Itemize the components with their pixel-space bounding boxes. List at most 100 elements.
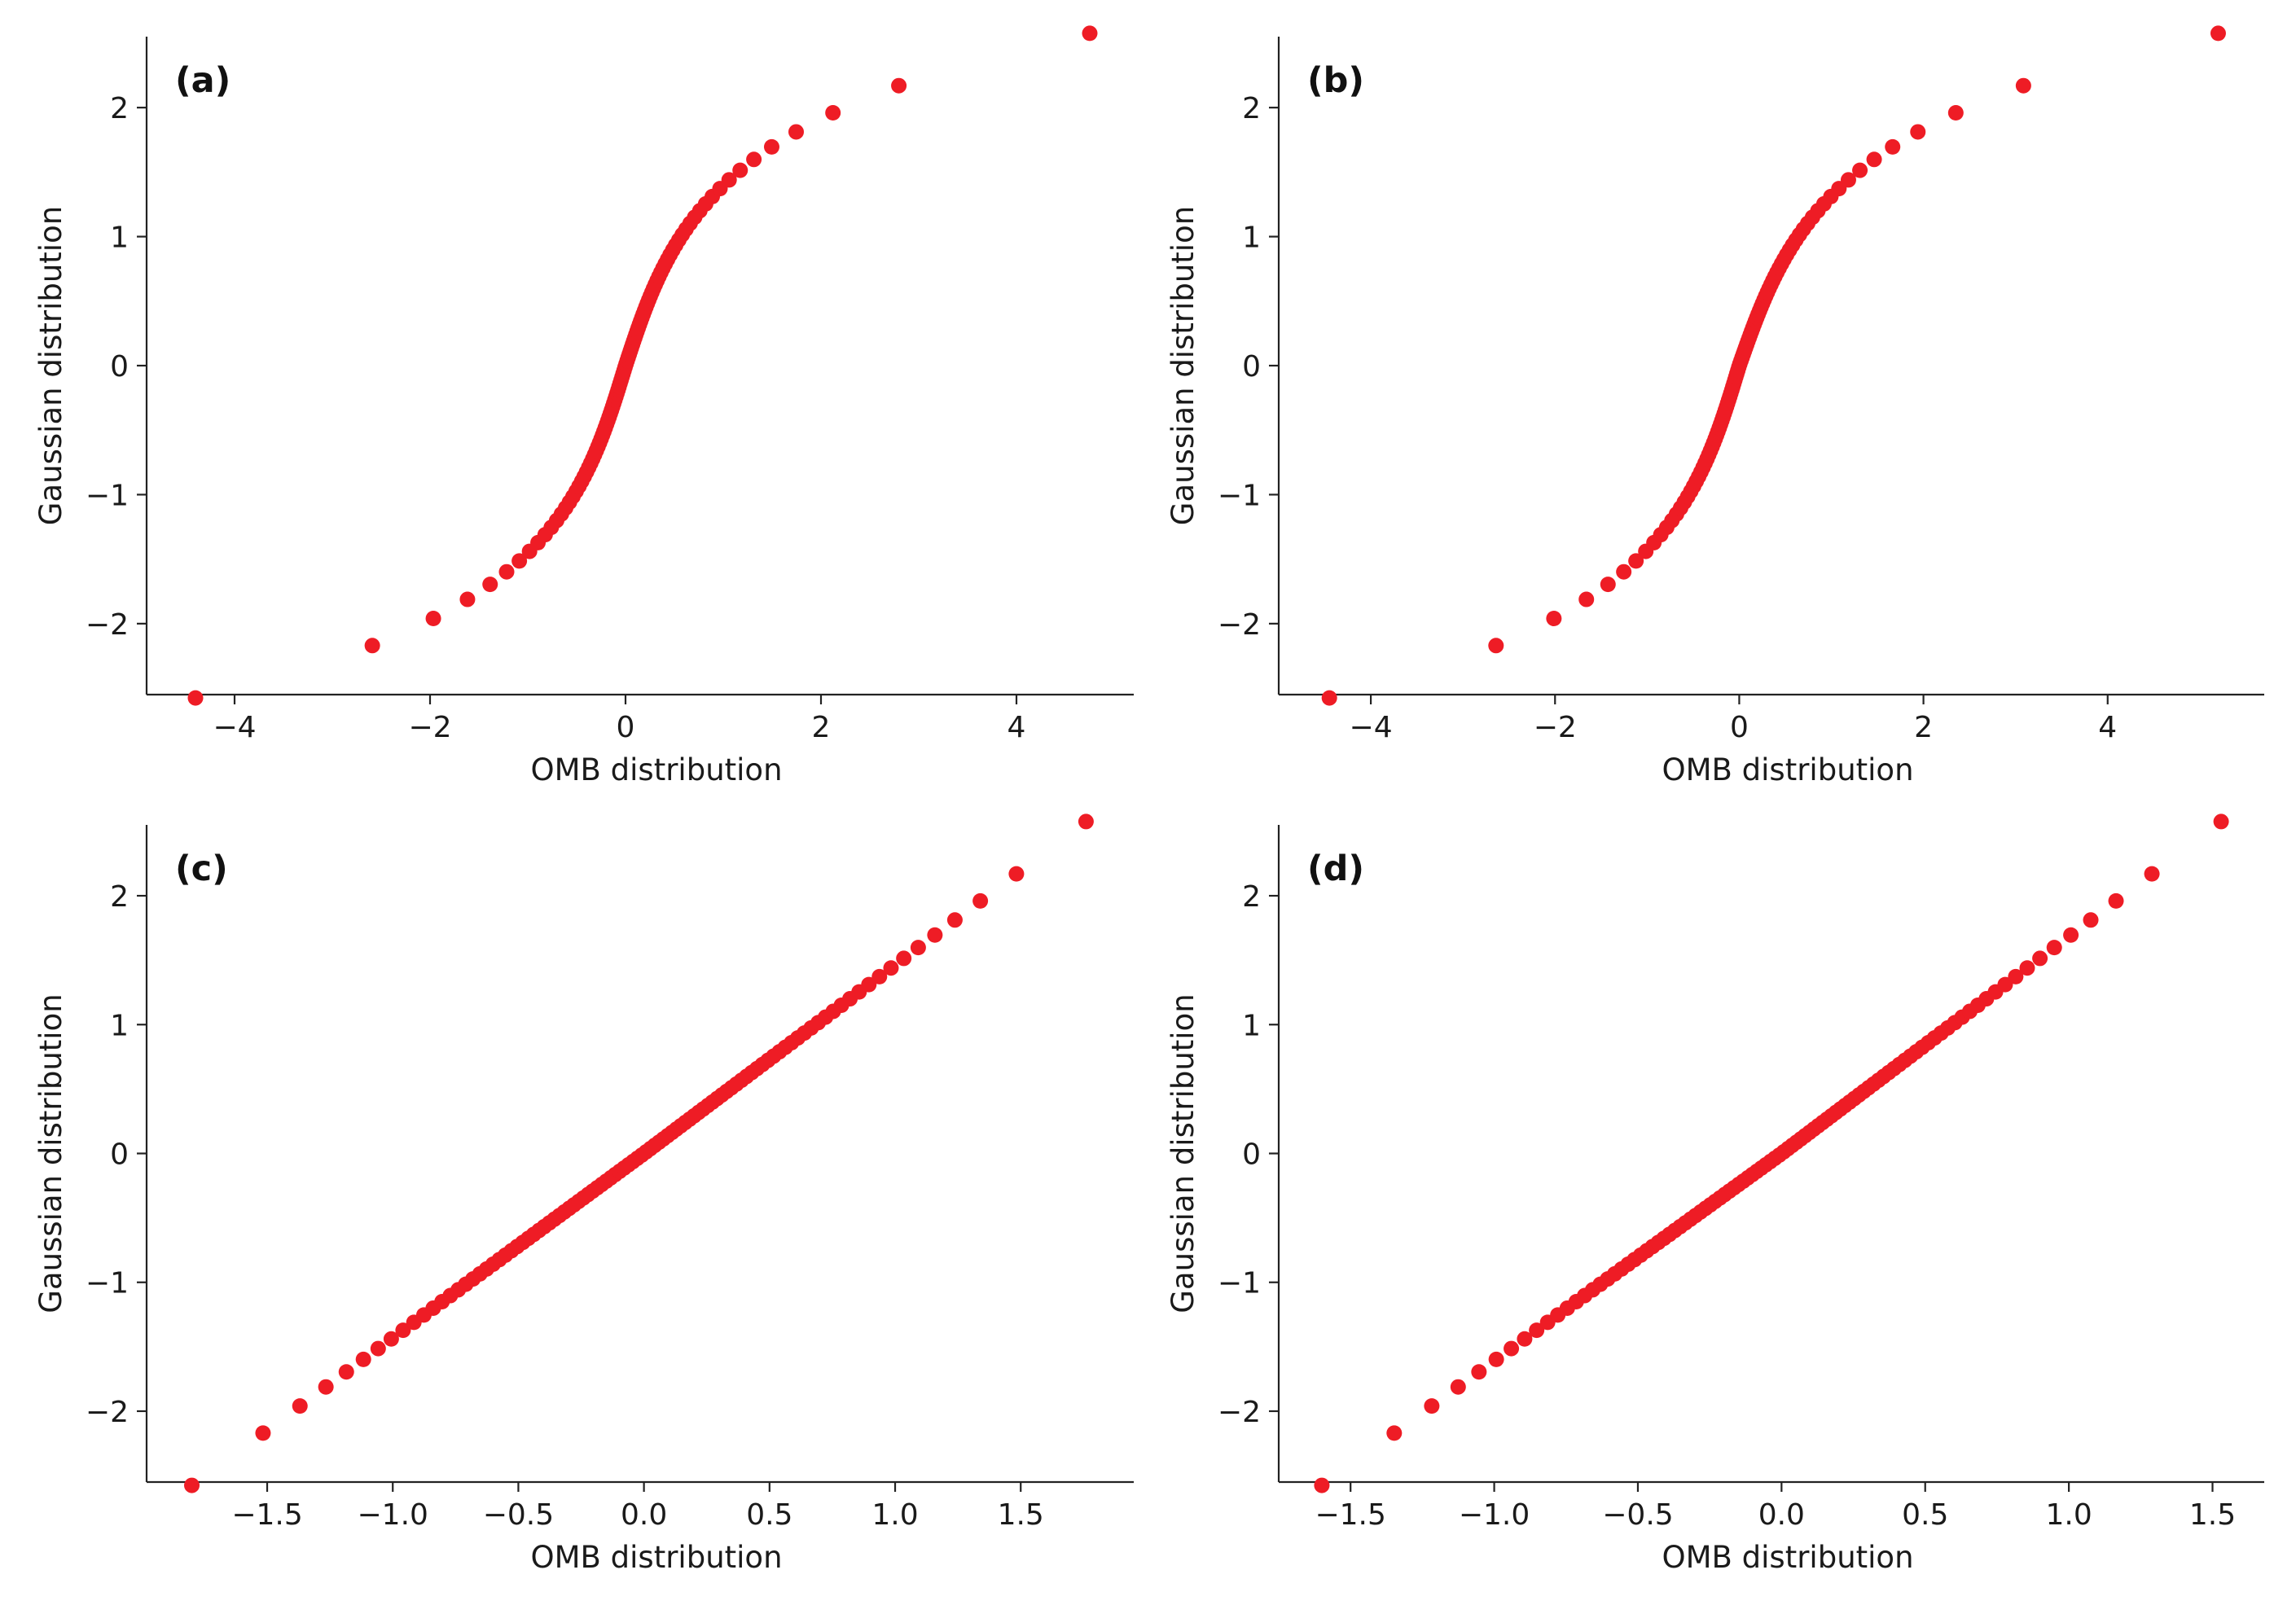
- panel-a: −4 −2 0 2 4 −2 −1 0 1 2 OMB distribution Gaussian d…: [33, 25, 1134, 787]
- data-point: [459, 591, 476, 607]
- x-tick-label: 0.0: [621, 1498, 667, 1532]
- data-point: [1424, 1398, 1440, 1414]
- y-tick-label: −2: [86, 608, 129, 642]
- y-tick-label: 1: [1242, 221, 1261, 255]
- data-point: [498, 564, 515, 580]
- panel-label: (c): [175, 849, 228, 889]
- data-point: [1314, 1477, 1330, 1493]
- x-tick-label: 0: [1730, 711, 1749, 744]
- x-tick-label: −4: [1350, 711, 1393, 744]
- data-point: [2083, 912, 2099, 928]
- x-tick-label: 1.0: [871, 1498, 918, 1532]
- data-point: [2108, 892, 2124, 909]
- data-point: [946, 912, 963, 928]
- y-axis-label: Gaussian distribution: [33, 206, 68, 525]
- y-tick-label: −2: [86, 1396, 129, 1429]
- data-point: [318, 1379, 334, 1395]
- y-tick-label: 2: [110, 880, 129, 914]
- data-point: [1386, 1425, 1403, 1441]
- data-point: [1616, 564, 1632, 580]
- x-axis-label: OMB distribution: [1662, 1540, 1913, 1575]
- y-tick-label: 2: [110, 92, 129, 125]
- data-point: [1578, 591, 1595, 607]
- data-point: [1529, 1322, 1545, 1339]
- panel-label: (b): [1307, 60, 1364, 101]
- data-point: [383, 1331, 399, 1347]
- data-point: [732, 162, 749, 178]
- data-point: [2032, 950, 2048, 967]
- y-tick-label: 1: [110, 1009, 129, 1042]
- y-tick-label: −2: [1218, 608, 1261, 642]
- x-tick-label: 1.5: [998, 1498, 1044, 1532]
- data-point: [1947, 104, 1964, 121]
- data-point: [2046, 940, 2062, 956]
- data-point: [425, 611, 441, 627]
- y-axis-label: Gaussian distribution: [1166, 993, 1201, 1313]
- data-point: [1997, 976, 2013, 993]
- data-point: [1852, 162, 1868, 178]
- x-tick-label: −1.5: [231, 1498, 302, 1532]
- panel-label: (d): [1307, 849, 1364, 889]
- data-point: [972, 892, 989, 909]
- x-tick-label: 4: [1008, 711, 1026, 744]
- data-point: [746, 151, 762, 168]
- data-point: [763, 138, 779, 155]
- y-tick-label: 2: [1242, 880, 1261, 914]
- data-point: [1321, 690, 1337, 706]
- data-point: [2210, 25, 2226, 42]
- data-point: [871, 968, 888, 984]
- x-tick-label: 1.5: [2189, 1498, 2236, 1532]
- x-tick-label: 2: [812, 711, 831, 744]
- x-tick-label: 0: [617, 711, 635, 744]
- x-tick-label: −2: [408, 711, 451, 744]
- x-tick-label: −1.0: [1459, 1498, 1530, 1532]
- data-point: [338, 1364, 354, 1380]
- data-point: [1517, 1331, 1533, 1347]
- y-axis-label: Gaussian distribution: [1166, 206, 1201, 525]
- x-tick-label: 1.0: [2045, 1498, 2092, 1532]
- data-point: [1008, 866, 1025, 882]
- data-point: [370, 1340, 386, 1357]
- y-tick-label: 0: [1242, 350, 1261, 384]
- y-tick-label: −1: [86, 479, 129, 512]
- data-point: [1504, 1340, 1520, 1357]
- y-tick-label: 2: [1242, 92, 1261, 125]
- data-point: [2019, 960, 2035, 976]
- data-point: [910, 940, 926, 956]
- x-tick-label: −2: [1534, 711, 1577, 744]
- data-point: [1885, 138, 1901, 155]
- data-point: [1450, 1379, 1466, 1395]
- panel-label: (a): [175, 60, 230, 101]
- x-tick-label: 0.5: [746, 1498, 792, 1532]
- data-point: [2213, 813, 2229, 830]
- x-tick-label: 2: [1914, 711, 1933, 744]
- x-tick-label: −1.5: [1315, 1498, 1385, 1532]
- data-point: [184, 1477, 200, 1493]
- data-point: [1488, 1351, 1504, 1367]
- x-tick-label: −1.0: [358, 1498, 428, 1532]
- y-tick-label: −1: [86, 1267, 129, 1300]
- data-point: [255, 1425, 271, 1441]
- x-tick-label: −0.5: [1602, 1498, 1673, 1532]
- y-tick-label: 1: [1242, 1009, 1261, 1042]
- data-point: [1600, 577, 1616, 593]
- data-point: [1866, 151, 1882, 168]
- x-tick-label: 0.0: [1758, 1498, 1805, 1532]
- x-axis-label: OMB distribution: [530, 1540, 782, 1575]
- x-axis-label: OMB distribution: [1662, 752, 1913, 787]
- data-point: [187, 690, 204, 706]
- x-axis-label: OMB distribution: [530, 752, 782, 787]
- data-point: [355, 1351, 371, 1367]
- data-point: [2008, 968, 2024, 984]
- y-axis-label: Gaussian distribution: [33, 993, 68, 1313]
- data-point: [1840, 172, 1856, 188]
- data-point: [861, 976, 877, 993]
- data-point: [2144, 866, 2160, 882]
- data-point: [292, 1398, 308, 1414]
- data-point: [1078, 813, 1094, 830]
- data-point: [721, 172, 737, 188]
- data-point: [1910, 124, 1926, 140]
- data-point: [1082, 25, 1098, 42]
- y-tick-label: 0: [110, 1138, 129, 1172]
